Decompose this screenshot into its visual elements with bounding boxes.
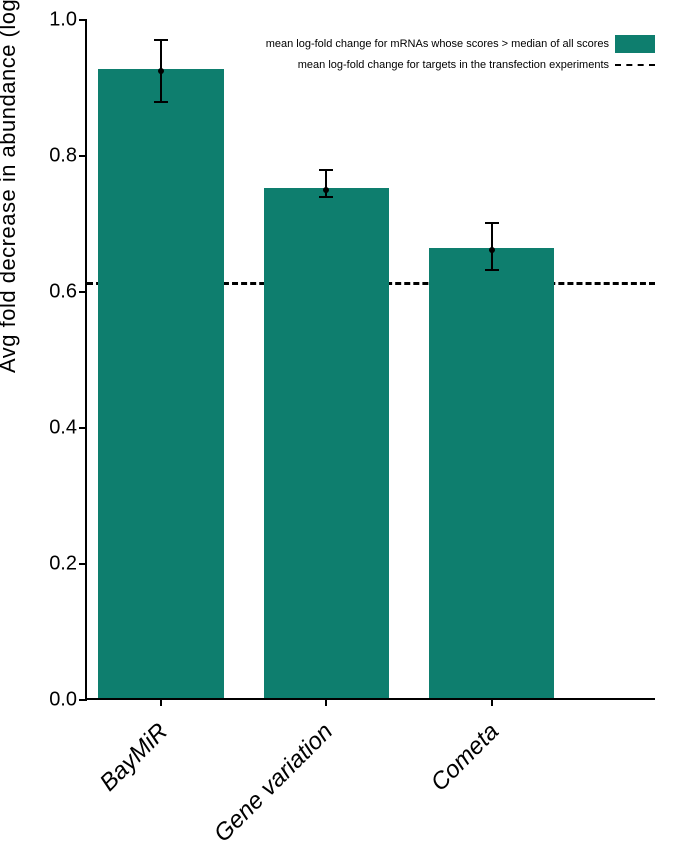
bar (264, 188, 389, 698)
y-tick (79, 427, 87, 429)
y-tick-label: 0.6 (39, 281, 77, 304)
y-tick (79, 291, 87, 293)
x-category-label: Cometa (425, 718, 504, 797)
y-tick-label: 1.0 (39, 9, 77, 32)
legend-label: mean log-fold change for targets in the … (298, 59, 609, 71)
error-cap (485, 269, 499, 271)
y-axis-label: Avg fold decrease in abundance (log2) (0, 0, 21, 373)
error-cap (485, 222, 499, 224)
x-tick (325, 698, 327, 706)
y-tick (79, 699, 87, 701)
x-category-label: BayMiR (95, 718, 174, 797)
error-cap (154, 101, 168, 103)
x-tick (160, 698, 162, 706)
plot-area: mean log-fold change for mRNAs whose sco… (85, 20, 655, 700)
error-cap (319, 169, 333, 171)
y-tick (79, 563, 87, 565)
error-point (323, 187, 329, 193)
y-tick-label: 0.2 (39, 553, 77, 576)
x-tick (491, 698, 493, 706)
error-point (158, 68, 164, 74)
x-category-label: Gene variation (209, 718, 339, 848)
legend: mean log-fold change for mRNAs whose sco… (266, 35, 655, 77)
legend-swatch-icon (615, 35, 655, 53)
bar (98, 69, 223, 698)
chart-container: Avg fold decrease in abundance (log2) me… (0, 10, 685, 853)
y-tick-label: 0.8 (39, 145, 77, 168)
y-tick (79, 155, 87, 157)
bar (429, 248, 554, 698)
y-tick-label: 0.4 (39, 417, 77, 440)
error-point (489, 247, 495, 253)
legend-line-icon (615, 64, 655, 66)
error-cap (319, 196, 333, 198)
legend-label: mean log-fold change for mRNAs whose sco… (266, 38, 609, 50)
legend-item-line: mean log-fold change for targets in the … (266, 59, 655, 71)
y-tick (79, 19, 87, 21)
legend-item-bar: mean log-fold change for mRNAs whose sco… (266, 35, 655, 53)
error-cap (154, 39, 168, 41)
y-tick-label: 0.0 (39, 689, 77, 712)
